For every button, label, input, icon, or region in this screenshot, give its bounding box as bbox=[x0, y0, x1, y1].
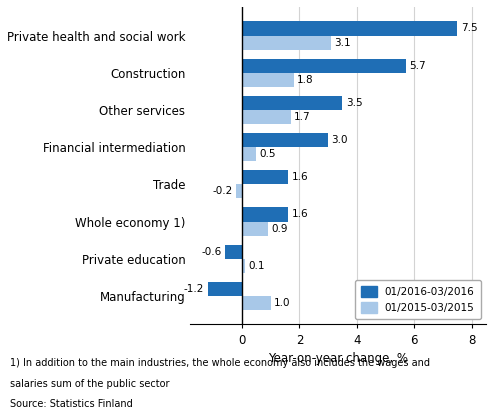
Bar bbox=[242, 96, 343, 110]
Text: -0.6: -0.6 bbox=[201, 247, 221, 257]
Text: 3.1: 3.1 bbox=[334, 37, 351, 47]
Text: 3.0: 3.0 bbox=[332, 135, 348, 145]
Text: 5.7: 5.7 bbox=[409, 61, 426, 71]
Text: Source: Statistics Finland: Source: Statistics Finland bbox=[10, 399, 133, 409]
Text: 1.6: 1.6 bbox=[291, 209, 308, 220]
Text: 0.1: 0.1 bbox=[248, 261, 265, 271]
Bar bbox=[242, 296, 271, 310]
Bar bbox=[242, 170, 288, 184]
Text: 7.5: 7.5 bbox=[461, 23, 477, 33]
Text: 1.7: 1.7 bbox=[294, 112, 311, 122]
Legend: 01/2016-03/2016, 01/2015-03/2015: 01/2016-03/2016, 01/2015-03/2015 bbox=[354, 280, 481, 319]
Bar bbox=[242, 21, 458, 35]
Bar bbox=[242, 73, 294, 87]
Text: salaries sum of the public sector: salaries sum of the public sector bbox=[10, 379, 170, 389]
Text: -0.2: -0.2 bbox=[212, 186, 233, 196]
Bar bbox=[242, 147, 256, 161]
Bar bbox=[242, 59, 406, 73]
Bar bbox=[242, 207, 288, 221]
Text: -1.2: -1.2 bbox=[184, 284, 204, 294]
Text: 0.9: 0.9 bbox=[271, 223, 288, 233]
Bar bbox=[236, 184, 242, 198]
Text: 3.5: 3.5 bbox=[346, 98, 362, 108]
Bar bbox=[242, 133, 328, 147]
X-axis label: Year-on-year change, %: Year-on-year change, % bbox=[268, 352, 408, 365]
Bar bbox=[242, 35, 331, 50]
Bar bbox=[242, 259, 245, 273]
Text: 0.5: 0.5 bbox=[260, 149, 276, 159]
Text: 1) In addition to the main industries, the whole economy also includes the wages: 1) In addition to the main industries, t… bbox=[10, 358, 430, 368]
Text: 1.6: 1.6 bbox=[291, 172, 308, 182]
Bar bbox=[242, 110, 291, 124]
Bar bbox=[208, 282, 242, 296]
Bar bbox=[242, 221, 268, 235]
Text: 1.8: 1.8 bbox=[297, 75, 314, 85]
Text: 1.0: 1.0 bbox=[274, 298, 291, 308]
Bar bbox=[225, 245, 242, 259]
